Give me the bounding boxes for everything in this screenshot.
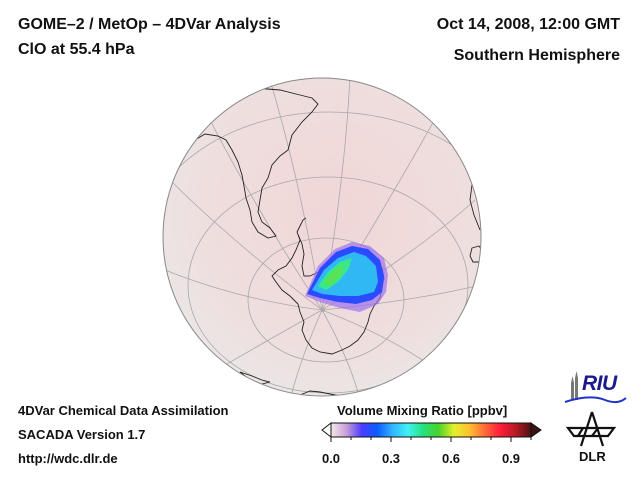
colorbar-tick-label: 0.3	[381, 451, 401, 466]
riu-tower-left	[571, 383, 574, 400]
colorbar-tick-label: 0.6	[441, 451, 461, 466]
globe	[162, 77, 482, 397]
colorbar-ticks	[330, 437, 532, 442]
coastline-peninsula	[296, 217, 307, 233]
globe-disk	[163, 78, 481, 396]
south-pole-marker	[321, 308, 325, 312]
dlr-logo-text: DLR	[579, 449, 606, 464]
hemisphere-label: Southern Hemisphere	[453, 47, 620, 64]
dlr-mark-stroke	[577, 427, 599, 437]
footer-method: 4DVar Chemical Data Assimilation	[18, 403, 229, 418]
globe-outline	[162, 77, 482, 397]
clo-lime-core	[324, 264, 344, 286]
riu-spire	[575, 371, 578, 378]
riu-logo	[564, 371, 627, 404]
dlr-mark-stroke	[565, 426, 617, 438]
colorbar-tick-label: 0.0	[321, 451, 341, 466]
meridian-line	[164, 269, 323, 311]
coastline-south-america	[163, 87, 319, 239]
latitude-line	[163, 111, 481, 396]
colorbar-tick-label: 0.9	[501, 451, 521, 466]
footer-version: SACADA Version 1.7	[18, 427, 146, 442]
riu-wave	[564, 396, 627, 404]
map-subtitle: ClO at 55.4 hPa	[18, 41, 135, 58]
colorbar-over-arrow	[530, 422, 542, 438]
map-title: GOME–2 / MetOp – 4DVar Analysis	[18, 16, 281, 33]
riu-logo-text: RIU	[582, 372, 617, 395]
riu-tower-right	[575, 378, 578, 400]
dlr-logo	[565, 411, 617, 447]
colorbar-title: Volume Mixing Ratio [ppbv]	[337, 403, 508, 418]
footer-url[interactable]: http://wdc.dlr.de	[18, 451, 118, 466]
coastline-south-bottom	[299, 390, 341, 396]
colorbar-under-arrow	[321, 421, 332, 439]
colorbar	[321, 421, 542, 442]
meridian-line	[289, 309, 323, 396]
latitude-line	[187, 176, 469, 394]
clo-field	[296, 242, 400, 320]
colorbar-gradient	[330, 422, 532, 438]
analysis-date: Oct 14, 2008, 12:00 GMT	[436, 16, 620, 33]
riu-spire	[571, 376, 574, 383]
